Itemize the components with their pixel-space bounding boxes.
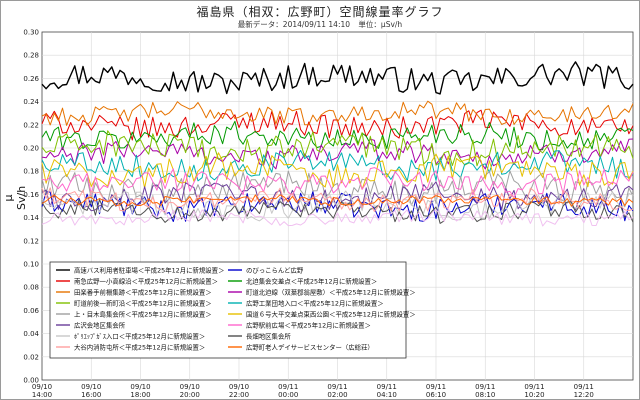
- series-line: [41, 187, 634, 214]
- x-tick-date: 09/10: [81, 383, 101, 391]
- series-line: [41, 190, 634, 222]
- x-tick-date: 09/11: [574, 383, 594, 391]
- series-line: [41, 61, 634, 95]
- legend-label: 広沢会地区集会所: [74, 321, 126, 330]
- series-line: [41, 181, 634, 213]
- y-tick-label: 0.20: [23, 145, 39, 153]
- series-line: [41, 120, 634, 151]
- x-tick-date: 09/11: [524, 383, 544, 391]
- legend-label: 北迫集会交差点＜平成25年12月に新規設置＞: [246, 277, 377, 286]
- legend-label: 町道北迫線（双葉郡翁屋敷）＜平成25年12月に新規設置＞: [246, 288, 416, 297]
- chart-title: 福島県（相双：広野町）空間線量率グラフ: [196, 5, 444, 19]
- legend-label: 広野町老人デイサービスセンター（広総荘）: [246, 343, 374, 352]
- x-tick-time: 14:00: [32, 391, 52, 399]
- y-tick-label: 0.04: [23, 330, 39, 338]
- y-tick-label: 0.26: [23, 75, 39, 83]
- x-tick-time: 06:10: [426, 391, 446, 399]
- y-tick-label: 0.24: [23, 98, 39, 106]
- latest-data-label: 最新データ：2014/09/11 14:10: [237, 20, 351, 29]
- y-tick-label: 0.30: [23, 29, 39, 37]
- y-tick-label: 0.28: [23, 52, 39, 60]
- y-tick-label: 0.22: [23, 121, 39, 129]
- y-tick-label: 0.10: [23, 261, 39, 269]
- legend-label: 大谷内消防屯所＜平成25年12月に新規設置＞: [74, 343, 205, 352]
- legend-label: 高速バス利用者駐車場＜平成25年12月に新規設置＞: [74, 266, 224, 275]
- legend-label: のびっこらんど広野: [246, 266, 304, 275]
- x-tick-date: 09/10: [180, 383, 200, 391]
- series-line: [41, 138, 634, 170]
- legend-label: 長畑地区集会所: [246, 332, 291, 341]
- x-tick-date: 09/10: [32, 383, 52, 391]
- legend-label: 上・目木島集会所＜平成25年12月に新規設置＞: [74, 310, 212, 319]
- series-line: [41, 130, 634, 167]
- series-line: [41, 199, 634, 224]
- chart-subtitle: 最新データ：2014/09/11 14:10 単位：μSv/h: [0, 19, 640, 30]
- y-tick-label: 0.06: [23, 307, 39, 315]
- legend-label: 南急広野一小高線沿＜平成25年12月に新規設置＞: [74, 277, 218, 286]
- legend-label: 広野駅前広場＜平成25年12月に新規設置＞: [246, 321, 371, 330]
- y-tick-label: 0.16: [23, 191, 39, 199]
- x-tick-time: 00:00: [278, 391, 298, 399]
- legend-label: 田楽番手前棚集跡＜平成25年12月に新規設置＞: [74, 288, 212, 297]
- y-tick-label: 0.02: [23, 353, 39, 361]
- y-tick-label: 0.00: [23, 377, 39, 385]
- x-tick-time: 02:00: [327, 391, 347, 399]
- x-tick-time: 12:20: [574, 391, 594, 399]
- x-tick-time: 10:20: [524, 391, 544, 399]
- x-tick-time: 16:00: [81, 391, 101, 399]
- x-tick-date: 09/10: [229, 383, 249, 391]
- x-tick-date: 09/11: [426, 383, 446, 391]
- legend-label: ﾎﾟﾘｴｯﾌﾟｶﾞｽ入口＜平成25年12月に新規設置＞: [74, 332, 205, 341]
- y-tick-label: 0.12: [23, 237, 39, 245]
- x-tick-time: 18:00: [130, 391, 150, 399]
- legend-label: 町道前後一新町沿＜平成25年12月に新規設置＞: [74, 299, 212, 308]
- series-line: [41, 100, 634, 126]
- x-tick-date: 09/11: [475, 383, 495, 391]
- x-tick-time: 04:10: [377, 391, 397, 399]
- x-tick-time: 22:00: [229, 391, 249, 399]
- x-tick-time: 20:00: [180, 391, 200, 399]
- x-tick-date: 09/10: [130, 383, 150, 391]
- series-line: [41, 208, 634, 227]
- series-line: [41, 109, 634, 141]
- y-tick-label: 0.08: [23, 284, 39, 292]
- series-line: [41, 167, 634, 198]
- x-tick-date: 09/11: [278, 383, 298, 391]
- legend-box: [49, 261, 407, 359]
- series-line: [41, 194, 634, 207]
- series-line: [41, 152, 634, 190]
- unit-label: 単位：μSv/h: [358, 20, 403, 29]
- x-tick-date: 09/11: [377, 383, 397, 391]
- x-tick-date: 09/11: [327, 383, 347, 391]
- legend-label: 広野工業団地入口＜平成25年12月に新規設置＞: [246, 299, 384, 308]
- x-tick-time: 08:10: [475, 391, 495, 399]
- y-tick-label: 0.14: [23, 214, 39, 222]
- y-tick-label: 0.18: [23, 168, 39, 176]
- legend-label: 国道６号大平交差点東西公園＜平成25年12月に新規設置＞: [246, 310, 416, 319]
- series-line: [41, 149, 634, 182]
